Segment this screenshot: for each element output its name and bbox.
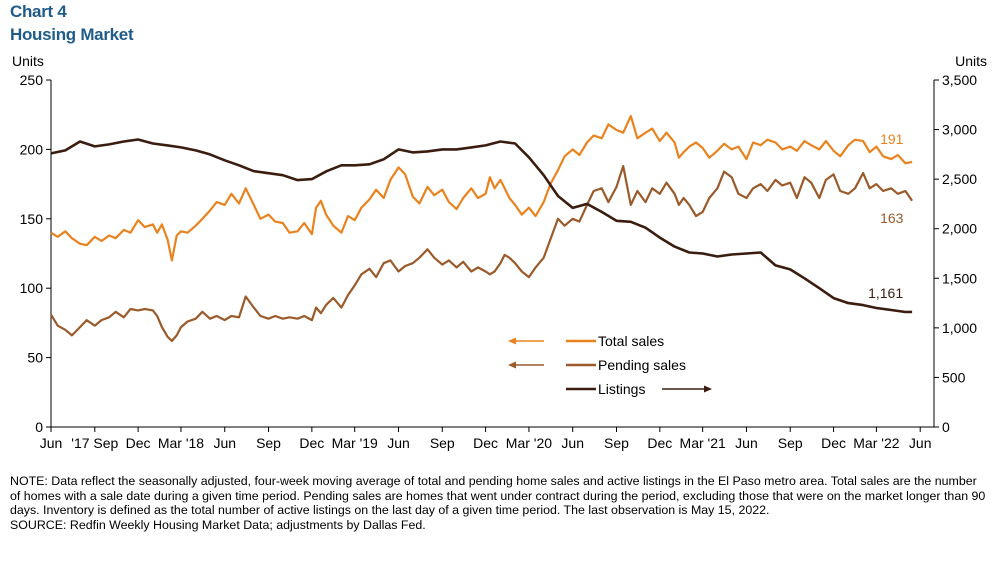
- x-tick-label: Mar '22: [853, 435, 899, 451]
- x-tick-label: Jun: [213, 435, 236, 451]
- x-tick-label: Dec: [299, 435, 324, 451]
- legend-label-total-sales: Total sales: [598, 333, 664, 349]
- x-tick-label: '17 Sep: [71, 435, 118, 451]
- legend-arrowhead-pending-sales: [508, 361, 516, 369]
- right-tick-label: 2,000: [942, 221, 977, 237]
- right-axis-units-label: Units: [955, 53, 987, 69]
- source-text: SOURCE: Redfin Weekly Housing Market Dat…: [10, 517, 426, 532]
- plot-area: 0 50 100 150 200 250 0 500 1,000 1,500 2,000 2,500 3…: [20, 72, 978, 451]
- right-tick-label: 2,500: [942, 171, 977, 187]
- annotation-total-sales: 191: [880, 131, 904, 147]
- right-tick-label: 500: [942, 369, 966, 385]
- housing-market-chart: Units Units 0 50 100 150 200 250 0 500 1,000 1,50…: [12, 53, 987, 451]
- right-tick-label: 0: [942, 419, 950, 435]
- x-tick-label: Mar '19: [332, 435, 378, 451]
- legend-arrowhead-total-sales: [508, 337, 516, 345]
- left-tick-label: 200: [20, 141, 44, 157]
- x-tick-label: Mar '18: [158, 435, 204, 451]
- right-tick-label: 3,000: [942, 122, 977, 138]
- x-tick-label: Jun: [909, 435, 932, 451]
- left-tick-label: 50: [27, 350, 43, 366]
- left-tick-label: 0: [35, 419, 43, 435]
- x-tick-label: Sep: [430, 435, 455, 451]
- x-tick-label: Jun: [561, 435, 584, 451]
- x-tick-label: Jun: [40, 435, 63, 451]
- chart-title: Housing Market: [10, 25, 134, 44]
- x-tick-label: Jun: [387, 435, 410, 451]
- left-tick-label: 150: [20, 211, 44, 227]
- x-tick-label: Dec: [821, 435, 846, 451]
- series-line-pending-sales: [50, 165, 914, 342]
- x-tick-label: Mar '21: [680, 435, 726, 451]
- chart-notes: NOTE: Data reflect the seasonally adjust…: [10, 474, 990, 532]
- x-tick-label: Sep: [256, 435, 281, 451]
- annotation-listings: 1,161: [868, 285, 903, 301]
- x-tick-label: Dec: [647, 435, 672, 451]
- left-axis-units-label: Units: [12, 53, 44, 69]
- right-tick-label: 1,500: [942, 270, 977, 286]
- x-tick-label: Jun: [735, 435, 758, 451]
- left-tick-label: 100: [20, 280, 44, 296]
- x-tick-label: Sep: [604, 435, 629, 451]
- series-line-listings: [50, 138, 913, 314]
- legend-label-pending-sales: Pending sales: [598, 357, 686, 373]
- series-line-total-sales: [50, 114, 913, 262]
- legend-label-listings: Listings: [598, 381, 645, 397]
- x-tick-label: Dec: [126, 435, 151, 451]
- annotation-pending-sales: 163: [880, 210, 904, 226]
- x-tick-label: Sep: [778, 435, 803, 451]
- legend-arrowhead-listings: [704, 385, 712, 393]
- right-tick-label: 3,500: [942, 72, 977, 88]
- left-tick-label: 250: [20, 72, 44, 88]
- chart-number: Chart 4: [10, 2, 67, 21]
- note-text: NOTE: Data reflect the seasonally adjust…: [10, 474, 986, 517]
- x-tick-label: Dec: [473, 435, 498, 451]
- x-tick-label: Mar '20: [506, 435, 552, 451]
- right-tick-label: 1,000: [942, 320, 977, 336]
